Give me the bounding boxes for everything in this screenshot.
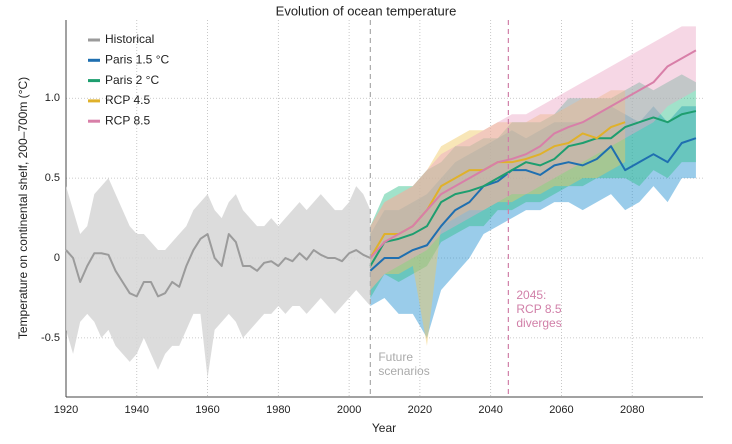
x-tick-label: 2040 [478,404,502,416]
series-line [369,49,697,259]
legend-label: Paris 2 °C [105,73,159,87]
y-tick-label: -0.5 [41,332,60,344]
uncertainty-band [66,178,371,378]
y-axis-title: Temperature on continental shelf, 200–70… [16,77,30,339]
annotation-text: 2045: [516,288,546,302]
y-tick-label: 0.5 [45,172,60,184]
x-tick-label: 1920 [54,404,78,416]
x-tick-label: 1980 [266,404,290,416]
y-tick-label: 0 [54,252,60,264]
series-line [65,233,371,298]
x-tick-label: 2080 [620,404,644,416]
annotation-text: scenarios [378,364,429,378]
x-tick-label: 2020 [408,404,432,416]
legend-label: RCP 8.5 [105,113,150,127]
legend-label: RCP 4.5 [105,93,150,107]
annotation-text: diverges [516,316,561,330]
series-line [369,137,697,272]
legend-label: Paris 1.5 °C [105,52,169,66]
x-axis-title: Year [372,421,396,435]
uncertainty-band [370,90,626,346]
chart-title: Evolution of ocean temperature [276,3,457,18]
x-tick-label: 2000 [337,404,361,416]
uncertainty-band [370,106,696,338]
annotation-text: Future [378,350,413,364]
x-tick-label: 2060 [549,404,573,416]
x-tick-label: 1940 [125,404,149,416]
series-line [369,110,697,267]
uncertainty-band [370,26,696,290]
uncertainty-band [370,74,696,298]
y-tick-label: 1.0 [45,92,60,104]
x-tick-label: 1960 [195,404,219,416]
legend-label: Historical [105,32,154,46]
annotation-text: RCP 8.5 [516,302,561,316]
